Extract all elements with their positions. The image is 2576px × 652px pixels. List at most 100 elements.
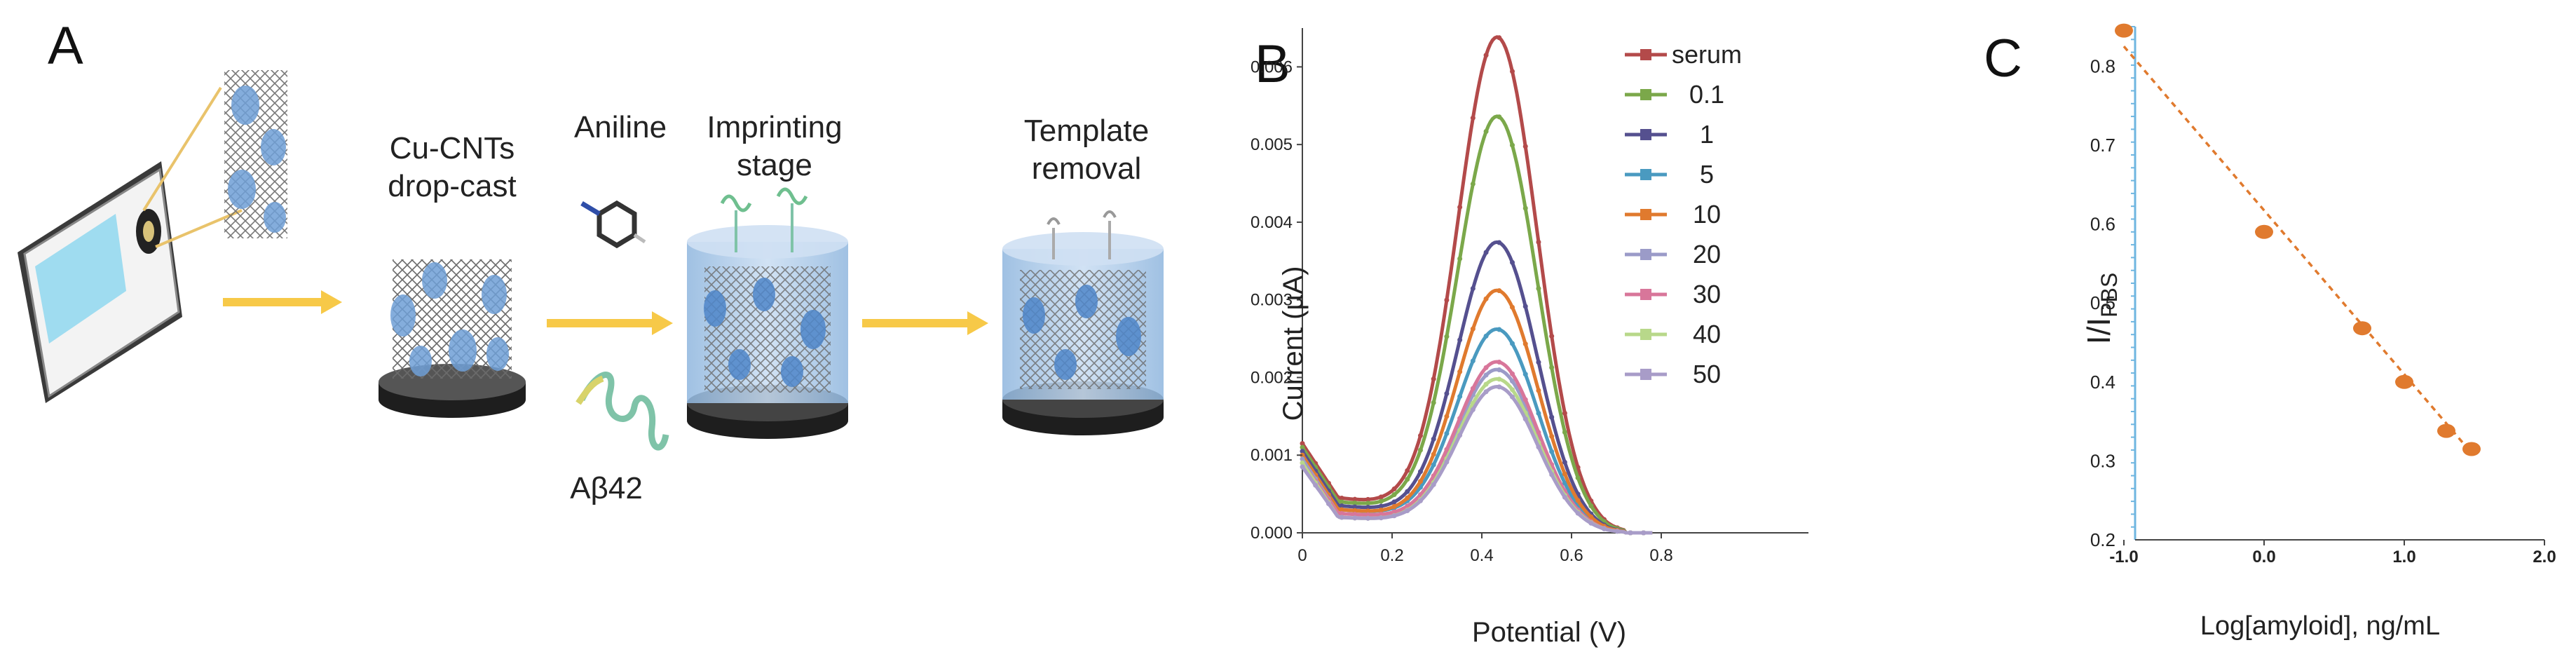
arrow-3 — [862, 311, 988, 335]
b-series-marker — [1497, 359, 1502, 365]
b-legend-item: 1 — [1625, 120, 1714, 149]
b-legend-label: 40 — [1693, 320, 1721, 348]
b-series-marker — [1522, 304, 1528, 309]
b-series-marker — [1470, 358, 1476, 364]
c-y-tick-label: 0.8 — [2090, 55, 2115, 76]
b-series-marker — [1522, 341, 1528, 347]
b-series-marker — [1391, 504, 1397, 510]
b-series-marker — [1483, 296, 1489, 301]
b-series-marker — [1339, 503, 1344, 509]
b-series-marker — [1378, 503, 1384, 509]
b-legend: serum 0.1 1 5 10 20 30 40 50 — [1625, 40, 1742, 388]
b-series-marker — [1522, 205, 1528, 211]
b-y-tick-label: 0.006 — [1250, 57, 1293, 76]
b-series-marker — [1510, 341, 1515, 346]
b-series-marker — [1588, 514, 1594, 519]
b-series-marker — [1470, 407, 1476, 412]
b-series-marker — [1562, 459, 1567, 465]
electrode-disc-2 — [687, 187, 848, 439]
b-series-marker — [1405, 489, 1410, 494]
c-data-point — [2395, 374, 2413, 389]
b-series-marker — [1457, 204, 1463, 210]
panel-a-letter: A — [48, 16, 83, 76]
b-series-marker — [1378, 494, 1384, 500]
b-series-marker — [1300, 460, 1305, 466]
b-series-10 — [1300, 288, 1653, 536]
b-series-marker — [1536, 388, 1541, 393]
b-series-marker — [1497, 376, 1502, 382]
b-series-marker — [1431, 482, 1436, 487]
b-series-marker — [1457, 433, 1463, 438]
step2-label: Imprinting stage — [704, 109, 845, 184]
b-series-line — [1300, 288, 1653, 535]
b-series-marker — [1444, 297, 1450, 303]
b-series-marker — [1365, 515, 1371, 521]
c-x-tick-label: 0.0 — [2252, 548, 2275, 566]
b-series-marker — [1457, 337, 1463, 343]
c-data-point — [2115, 23, 2133, 38]
b-legend-item: 40 — [1625, 320, 1721, 348]
b-series-marker — [1470, 115, 1476, 121]
b-series-marker — [1497, 288, 1502, 294]
step3-label-line2: removal — [1031, 151, 1142, 186]
b-series-marker — [1444, 430, 1450, 436]
b-series-marker — [1391, 486, 1397, 491]
b-series-marker — [1510, 304, 1515, 310]
b-series-marker — [1378, 512, 1384, 517]
c-data-point — [2437, 423, 2455, 438]
b-series-marker — [1497, 35, 1502, 41]
b-series-marker — [1431, 451, 1436, 457]
b-series-marker — [1365, 496, 1371, 502]
b-series-50 — [1300, 384, 1653, 536]
c-x-tick-label: 2.0 — [2533, 548, 2556, 566]
b-series-marker — [1641, 530, 1647, 536]
b-series-line — [1300, 35, 1653, 535]
b-series-marker — [1405, 495, 1410, 501]
b-series-marker — [1536, 286, 1541, 292]
c-y-axis-label-main: I/I — [2080, 318, 2117, 344]
b-series-marker — [1510, 259, 1515, 265]
b-series-marker — [1562, 430, 1567, 435]
b-series-marker — [1536, 444, 1541, 450]
b-series-marker — [1549, 334, 1555, 339]
electrode-strip — [18, 161, 182, 403]
b-series-marker — [1510, 142, 1515, 148]
b-legend-item: 50 — [1625, 360, 1721, 388]
c-ticks: 0.2 0.3 0.4 0.5 0.6 0.7 0.8 -1.0 0.0 1.0 2.0 — [2090, 55, 2556, 566]
calibration-chart: 0.2 0.3 0.4 0.5 0.6 0.7 0.8 -1.0 0.0 1.0 2.0 Log[a… — [2080, 23, 2556, 641]
b-series-marker — [1497, 327, 1502, 332]
abeta-label: Aβ42 — [570, 471, 643, 505]
c-y-tick-label: 0.7 — [2090, 135, 2115, 156]
b-series-marker — [1444, 414, 1450, 419]
b-legend-label: serum — [1672, 40, 1742, 69]
b-y-tick-label: 0.000 — [1250, 524, 1293, 543]
c-axes — [2131, 26, 2544, 541]
c-x-axis-label: Log[amyloid], ng/mL — [2200, 611, 2440, 641]
b-series-marker — [1575, 510, 1581, 516]
c-fit-line — [2122, 46, 2473, 454]
b-series-marker — [1405, 503, 1410, 509]
cnt-inset — [224, 70, 287, 238]
b-series-marker — [1483, 389, 1489, 395]
b-legend-swatch-marker — [1640, 169, 1651, 180]
b-series-marker — [1457, 416, 1463, 421]
b-series-marker — [1365, 501, 1371, 506]
b-series-serum — [1300, 35, 1653, 536]
b-series-marker — [1470, 326, 1476, 332]
b-series-marker — [1339, 507, 1344, 512]
b-series-marker — [1575, 465, 1581, 470]
b-series-marker — [1405, 508, 1410, 514]
b-series-marker — [1510, 387, 1515, 393]
b-ticks: 0.000 0.001 0.002 0.003 0.004 0.005 0.006 0 0.2 0… — [1250, 57, 1673, 565]
c-fit-line-group — [2122, 46, 2473, 454]
b-series-marker — [1326, 501, 1331, 506]
b-x-tick-label: 0.6 — [1560, 546, 1583, 565]
b-series-marker — [1470, 386, 1476, 391]
b-series-marker — [1365, 508, 1371, 514]
b-series-marker — [1510, 379, 1515, 384]
c-y-tick-label: 0.3 — [2090, 450, 2115, 471]
b-legend-swatch-marker — [1640, 89, 1651, 100]
b-series-marker — [1536, 239, 1541, 245]
b-series-marker — [1483, 372, 1489, 378]
b-legend-item: 5 — [1625, 160, 1714, 189]
